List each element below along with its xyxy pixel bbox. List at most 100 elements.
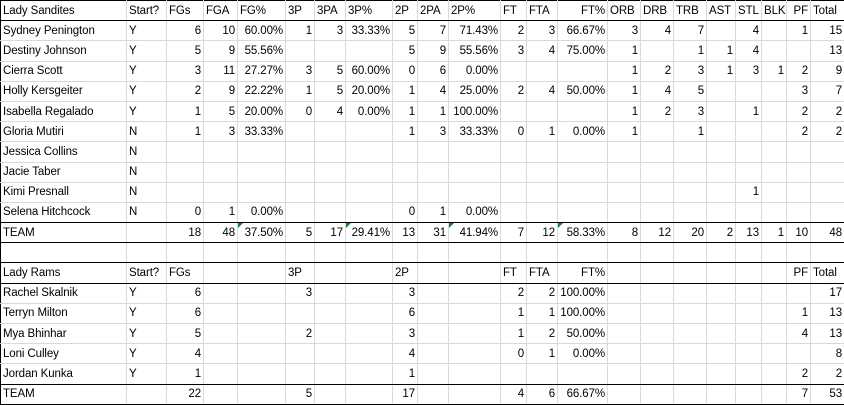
column-header[interactable]: 2PA (417, 0, 449, 22)
column-header[interactable]: ORB (607, 0, 641, 22)
blank-cell[interactable] (448, 162, 501, 183)
blank-cell[interactable] (166, 141, 204, 163)
blank-cell[interactable] (203, 303, 238, 325)
blank-cell[interactable] (761, 141, 787, 163)
blank-cell[interactable] (314, 363, 346, 385)
player-name-cell[interactable]: Destiny Johnson (0, 40, 127, 62)
stat-cell[interactable]: 5 (392, 40, 418, 62)
blank-cell[interactable] (706, 343, 736, 365)
blank-cell[interactable] (706, 141, 736, 163)
column-header[interactable]: STL (735, 0, 762, 22)
stat-cell[interactable]: 60.00% (345, 61, 393, 82)
blank-cell[interactable] (166, 242, 204, 264)
blank-cell[interactable] (557, 182, 608, 203)
blank-cell[interactable] (640, 242, 674, 264)
blank-cell[interactable] (673, 242, 707, 264)
column-header[interactable]: BLK (761, 0, 787, 22)
stat-cell[interactable]: 17 (392, 384, 418, 405)
stat-cell[interactable]: 3 (735, 61, 762, 82)
stat-cell[interactable]: 58.33% (557, 222, 608, 244)
stat-cell[interactable]: 0 (285, 101, 315, 123)
blank-cell[interactable] (237, 141, 286, 163)
blank-cell[interactable] (706, 101, 736, 123)
blank-cell[interactable] (314, 162, 346, 183)
blank-cell[interactable] (345, 343, 393, 365)
blank-cell[interactable] (203, 283, 238, 304)
stat-cell[interactable]: 2 (166, 81, 204, 102)
stat-cell[interactable]: 13 (392, 222, 418, 244)
blank-cell[interactable] (448, 141, 501, 163)
player-name-cell[interactable]: Holly Kersgeiter (0, 81, 127, 102)
blank-cell[interactable] (417, 283, 449, 304)
blank-cell[interactable] (0, 242, 127, 264)
blank-cell[interactable] (557, 61, 608, 82)
stat-cell[interactable]: 1 (607, 81, 641, 102)
blank-cell[interactable] (345, 121, 393, 143)
blank-cell[interactable] (285, 121, 315, 143)
stat-cell[interactable]: 0 (392, 61, 418, 82)
blank-cell[interactable] (345, 182, 393, 203)
stat-cell[interactable]: 55.56% (448, 40, 501, 62)
blank-cell[interactable] (526, 242, 558, 264)
blank-cell[interactable] (526, 162, 558, 183)
stat-cell[interactable]: 7 (673, 20, 707, 42)
column-header[interactable] (237, 262, 286, 284)
blank-cell[interactable] (203, 162, 238, 183)
column-header[interactable]: FG% (237, 0, 286, 22)
stat-cell[interactable]: 1 (500, 303, 527, 325)
blank-cell[interactable] (706, 20, 736, 42)
stat-cell[interactable]: 6 (392, 303, 418, 325)
stat-cell[interactable]: 60.00% (237, 20, 286, 42)
blank-cell[interactable] (448, 363, 501, 385)
stat-cell[interactable]: 3 (526, 20, 558, 42)
blank-cell[interactable] (285, 303, 315, 325)
blank-cell[interactable] (640, 121, 674, 143)
player-name-cell[interactable]: Selena Hitchcock (0, 202, 127, 224)
blank-cell[interactable] (706, 202, 736, 224)
blank-cell[interactable] (673, 323, 707, 345)
column-header[interactable]: 3P% (345, 0, 393, 22)
stat-cell[interactable]: 7 (786, 384, 811, 405)
blank-cell[interactable] (203, 141, 238, 163)
stat-cell[interactable]: 3 (203, 121, 238, 143)
blank-cell[interactable] (345, 202, 393, 224)
blank-cell[interactable] (673, 363, 707, 385)
stat-cell[interactable]: 9 (417, 40, 449, 62)
blank-cell[interactable] (237, 283, 286, 304)
starter-flag-cell[interactable] (126, 222, 167, 244)
player-name-cell[interactable]: Jordan Kunka (0, 363, 127, 385)
stat-cell[interactable]: 1 (392, 101, 418, 123)
stat-cell[interactable]: 3 (314, 20, 346, 42)
blank-cell[interactable] (314, 141, 346, 163)
stat-cell[interactable]: 2 (526, 323, 558, 345)
blank-cell[interactable] (786, 202, 811, 224)
blank-cell[interactable] (607, 384, 641, 405)
stat-cell[interactable]: 50.00% (557, 81, 608, 102)
blank-cell[interactable] (761, 323, 787, 345)
player-name-cell[interactable]: Mya Bhinhar (0, 323, 127, 345)
blank-cell[interactable] (314, 242, 346, 264)
blank-cell[interactable] (314, 202, 346, 224)
column-header[interactable] (735, 262, 762, 284)
stat-cell[interactable]: 9 (203, 40, 238, 62)
stat-cell[interactable]: 37.50% (237, 222, 286, 244)
blank-cell[interactable] (607, 202, 641, 224)
blank-cell[interactable] (285, 162, 315, 183)
stat-cell[interactable]: 3 (786, 81, 811, 102)
stat-cell[interactable]: 1 (607, 121, 641, 143)
blank-cell[interactable] (285, 363, 315, 385)
starter-flag-cell[interactable] (126, 242, 167, 264)
blank-cell[interactable] (761, 162, 787, 183)
starter-flag-cell[interactable]: N (126, 202, 167, 224)
column-header[interactable]: Total (810, 262, 844, 284)
blank-cell[interactable] (345, 141, 393, 163)
blank-cell[interactable] (761, 81, 787, 102)
blank-cell[interactable] (640, 40, 674, 62)
stat-cell[interactable]: 1 (166, 121, 204, 143)
stat-cell[interactable]: 50.00% (557, 323, 608, 345)
stat-cell[interactable]: 1 (735, 101, 762, 123)
blank-cell[interactable] (417, 343, 449, 365)
stat-cell[interactable]: 4 (786, 323, 811, 345)
stat-cell[interactable]: 1 (607, 40, 641, 62)
stat-cell[interactable]: 10 (203, 20, 238, 42)
